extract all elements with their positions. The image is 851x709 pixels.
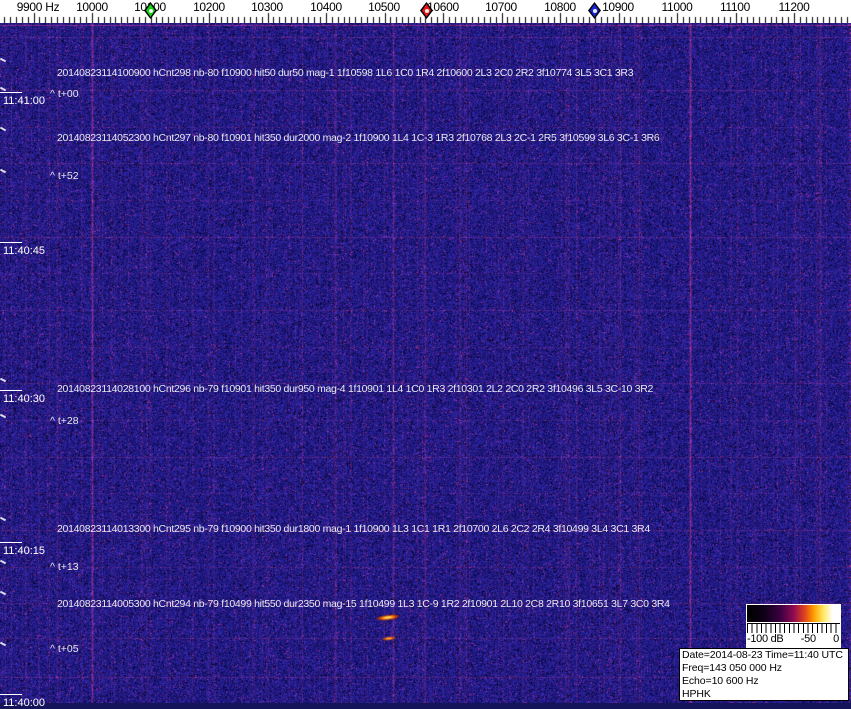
freq-label: 11200 <box>778 0 810 14</box>
spectrogram: 20140823114100900 hCnt298 nb-80 f10900 h… <box>0 23 851 709</box>
freq-label: 10600 <box>427 0 459 14</box>
freq-label: 10500 <box>368 0 400 14</box>
time-label: 11:40:45 <box>3 245 46 257</box>
info-station-line: HPHK <box>682 688 711 700</box>
info-freq-line: Freq=143 050 000 Hz <box>682 662 782 674</box>
db-scale-legend: -100 dB -50 0 <box>746 604 841 648</box>
event-time-marker: ^ t+05 <box>50 643 79 655</box>
event-time-marker: ^ t+00 <box>50 88 79 100</box>
time-tick-line <box>0 542 22 543</box>
freq-label: 9900 Hz <box>16 0 60 14</box>
event-time-marker: ^ t+13 <box>50 561 79 573</box>
time-label: 11:41:00 <box>3 95 46 107</box>
red-diamond-marker-icon[interactable] <box>420 2 433 19</box>
green-diamond-marker-icon[interactable] <box>144 2 157 19</box>
freq-label: 11000 <box>661 0 693 14</box>
echo-annotation: 20140823114100900 hCnt298 nb-80 f10900 h… <box>57 67 634 79</box>
event-time-marker: ^ t+28 <box>50 415 79 427</box>
db-max-label: 0 <box>833 633 839 645</box>
freq-label: 11100 <box>719 0 751 14</box>
db-mid-label: -50 <box>800 633 816 645</box>
freq-label: 10200 <box>193 0 225 14</box>
spectrogram-canvas <box>0 23 851 703</box>
time-label: 11:40:00 <box>3 697 46 709</box>
freq-label: 10300 <box>251 0 283 14</box>
echo-annotation: 20140823114005300 hCnt294 nb-79 f10499 h… <box>57 598 670 610</box>
info-date-line: Date=2014-08-23 Time=11:40 UTC <box>682 649 843 661</box>
freq-label: 10000 <box>76 0 108 14</box>
event-time-marker: ^ t+52 <box>50 170 79 182</box>
blue-diamond-marker-icon[interactable] <box>588 2 601 19</box>
freq-label: 10400 <box>310 0 342 14</box>
time-tick-line <box>0 390 22 391</box>
freq-label: 10700 <box>485 0 517 14</box>
info-echo-line: Echo=10 600 Hz <box>682 675 759 687</box>
echo-annotation: 20140823114052300 hCnt297 nb-80 f10901 h… <box>57 132 660 144</box>
freq-label: 10800 <box>544 0 576 14</box>
db-scale-ticks <box>747 623 840 633</box>
time-label: 11:40:30 <box>3 393 46 405</box>
frequency-ruler: 9900 Hz 10000 10100 10200 10300 10400 10… <box>0 0 851 23</box>
time-tick-line <box>0 92 22 93</box>
freq-label: 10900 <box>602 0 634 14</box>
time-tick-line <box>0 242 22 243</box>
info-box: Date=2014-08-23 Time=11:40 UTC Freq=143 … <box>679 648 849 701</box>
db-min-label: -100 dB <box>747 633 784 645</box>
echo-annotation: 20140823114028100 hCnt296 nb-79 f10901 h… <box>57 383 654 395</box>
time-tick-line <box>0 694 22 695</box>
db-gradient-bar <box>747 605 840 622</box>
echo-annotation: 20140823114013300 hCnt295 nb-79 f10900 h… <box>57 523 650 535</box>
time-label: 11:40:15 <box>3 545 46 557</box>
